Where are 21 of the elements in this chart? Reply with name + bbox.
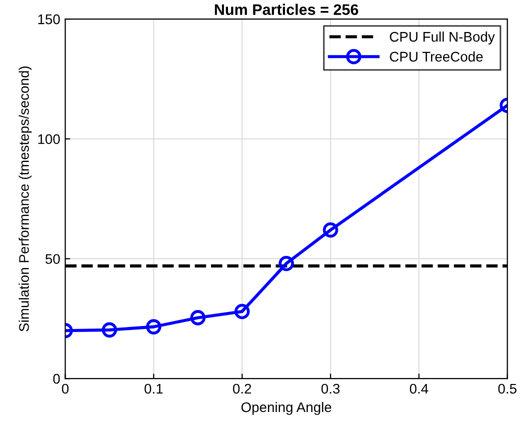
y-axis-title: Simulation Performance (tmesteps/second) bbox=[18, 66, 32, 332]
point bbox=[322, 222, 338, 238]
y-tick-label: 50 bbox=[45, 254, 60, 264]
x-axis-title: Opening Angle bbox=[241, 402, 332, 415]
x-tick-label: 0.5 bbox=[498, 384, 516, 394]
y-tick-label: 150 bbox=[38, 14, 60, 24]
x-tick-label: 0 bbox=[62, 384, 69, 394]
point bbox=[234, 304, 250, 320]
legend-label: CPU TreeCode bbox=[390, 51, 483, 62]
y-tick-label: 100 bbox=[38, 134, 60, 144]
x-tick-label: 0.2 bbox=[232, 384, 252, 394]
y-tick-label: 0 bbox=[53, 374, 60, 384]
x-tick-label: 0.3 bbox=[321, 384, 340, 394]
x-tick-label: 0.4 bbox=[410, 384, 428, 394]
chart-title: Num Particles = 256 bbox=[214, 4, 358, 16]
legend-label: CPU Full N-Body bbox=[390, 32, 495, 44]
point bbox=[146, 319, 162, 334]
point bbox=[190, 310, 206, 326]
point bbox=[102, 322, 118, 338]
point bbox=[278, 256, 294, 272]
x-tick-label: 0.1 bbox=[144, 384, 163, 394]
